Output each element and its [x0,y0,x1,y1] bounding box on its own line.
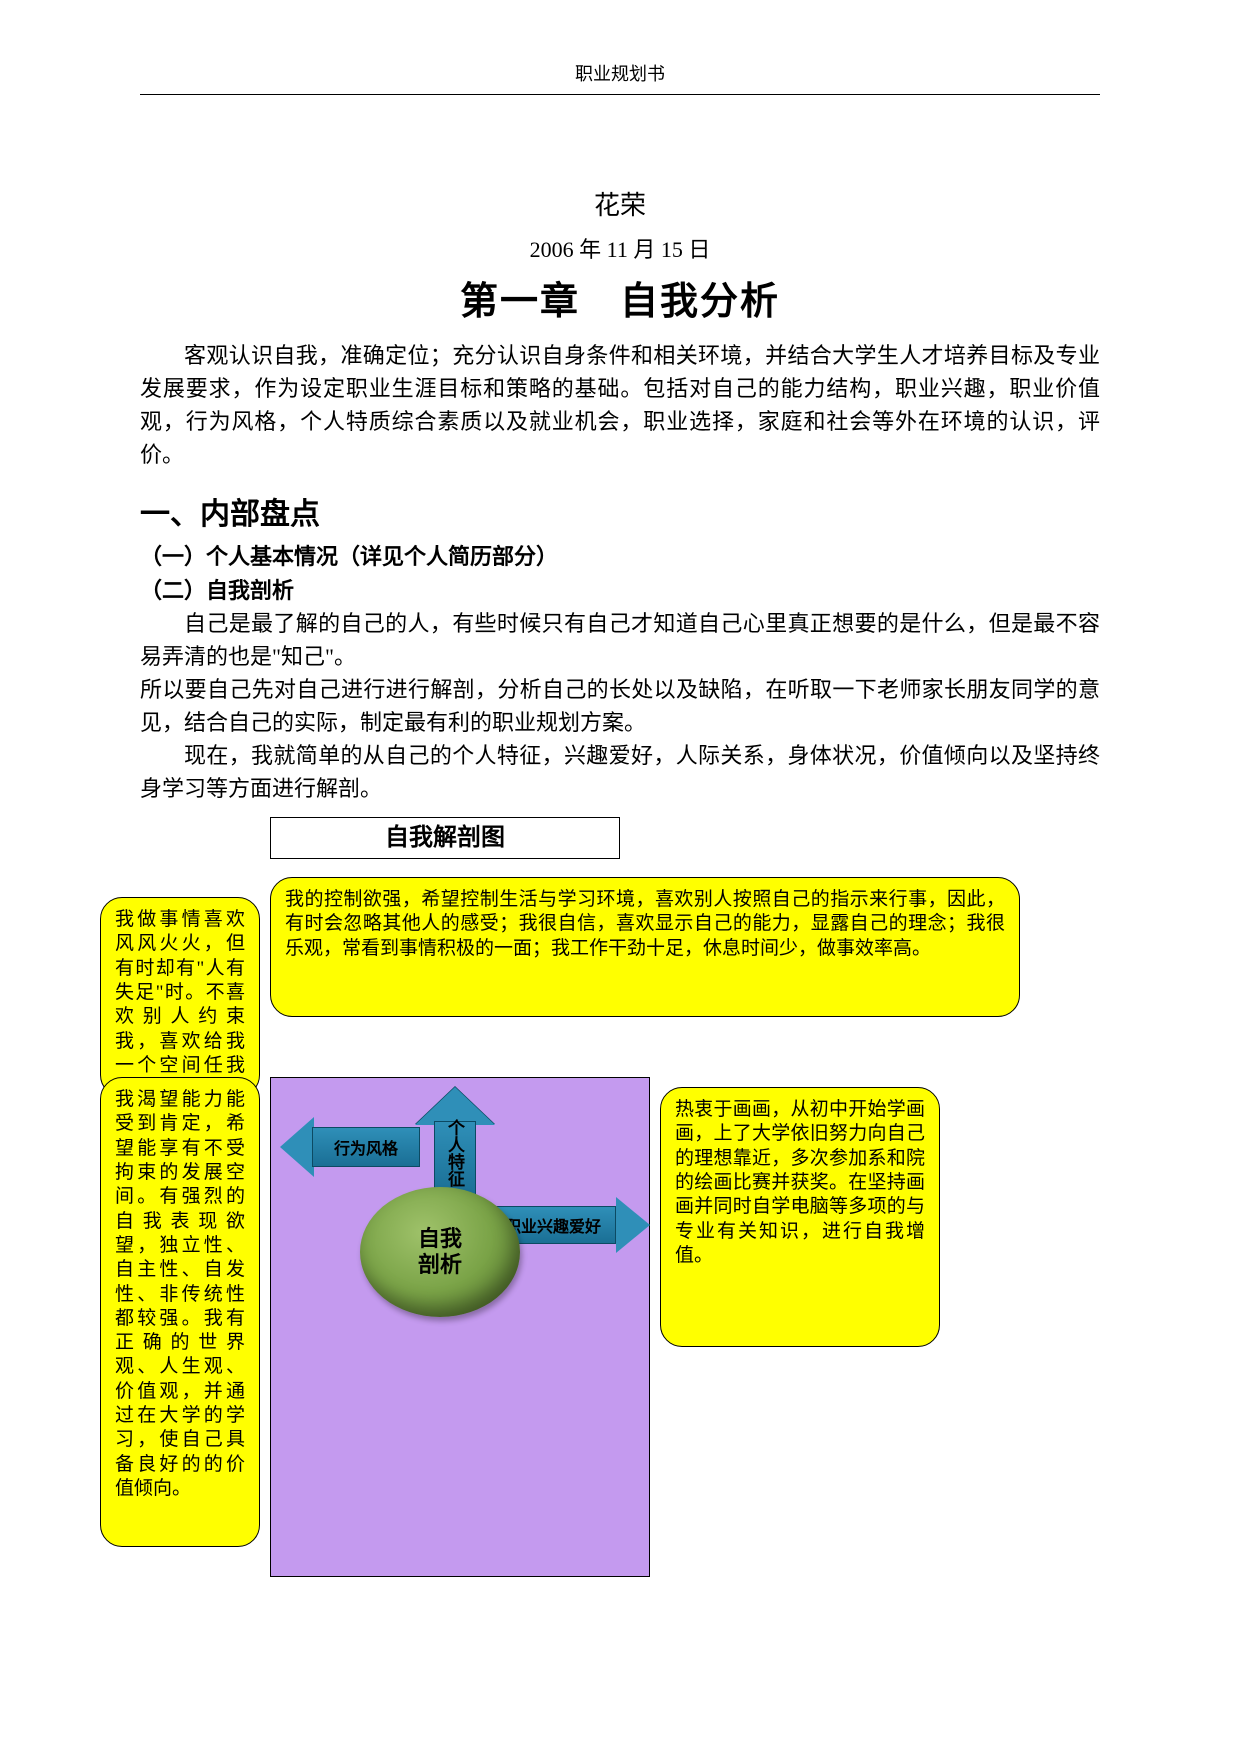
center-oval-label: 自我 剖析 [418,1226,462,1279]
arrow-head-icon [616,1197,650,1253]
callout-top: 我的控制欲强，希望控制生活与学习环境，喜欢别人按照自己的指示来行事，因此，有时会… [270,877,1020,1017]
body-paragraph-1: 自己是最了解的自己的人，有些时候只有自己才知道自己心里真正想要的是什么，但是最不… [140,607,1100,673]
running-header: 职业规划书 [140,60,1100,86]
arrow-left-label: 行为风格 [312,1127,420,1167]
diagram-title: 自我解剖图 [270,817,620,859]
arrow-left-behavior-style: 行为风格 [280,1117,420,1177]
self-analysis-diagram: 自我解剖图 我的控制欲强，希望控制生活与学习环境，喜欢别人按照自己的指示来行事，… [140,817,1100,1597]
arrow-up-personal-traits: 个人特征 [420,1087,490,1197]
intro-paragraph: 客观认识自我，准确定位；充分认识自身条件和相关环境，并结合大学生人才培养目标及专… [140,339,1100,471]
document-date: 2006 年 11 月 15 日 [140,232,1100,264]
callout-right: 热衷于画画，从初中开始学画画，上了大学依旧努力向自己的理想靠近，多次参加系和院的… [660,1087,940,1347]
arrow-up-label: 个人特征 [442,1119,467,1187]
document-page: 职业规划书 花荣 2006 年 11 月 15 日 第一章 自我分析 客观认识自… [0,0,1240,1657]
section-heading-1: 一、内部盘点 [140,489,1100,533]
header-rule [140,94,1100,95]
callout-left-lower: 我渴望能力能受到肯定，希望能享有不受拘束的发展空间。有强烈的自我表现欲望，独立性… [100,1077,260,1547]
body-paragraph-3: 现在，我就简单的从自己的个人特征，兴趣爱好，人际关系，身体状况，价值倾向以及坚持… [140,739,1100,805]
chapter-title: 第一章 自我分析 [140,270,1100,325]
arrow-head-icon [280,1117,314,1177]
callout-left-upper: 我做事情喜欢风风火火，但有时却有"人有失足"时。不喜欢别人约束我，喜欢给我一个空… [100,897,260,1097]
author-name: 花荣 [140,185,1100,222]
body-paragraph-2: 所以要自己先对自己进行进行解剖，分析自己的长处以及缺陷，在听取一下老师家长朋友同… [140,673,1100,739]
subheading-2: （二）自我剖析 [140,573,1100,605]
diagram-center-oval: 自我 剖析 [360,1187,520,1317]
subheading-1: （一）个人基本情况（详见个人简历部分） [140,539,1100,571]
